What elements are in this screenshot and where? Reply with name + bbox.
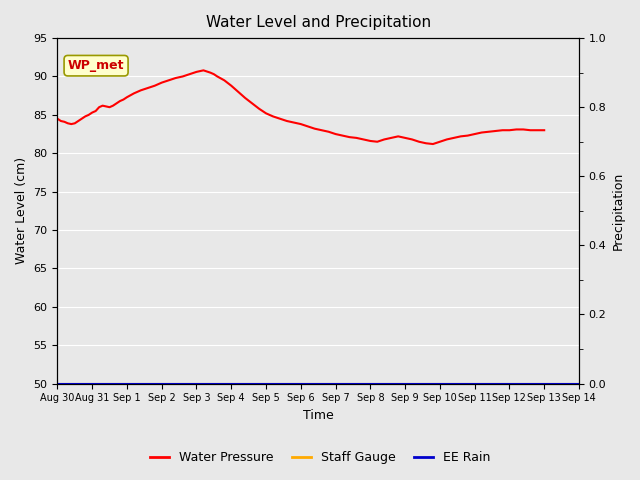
Y-axis label: Precipitation: Precipitation [612,172,625,250]
Y-axis label: Water Level (cm): Water Level (cm) [15,157,28,264]
X-axis label: Time: Time [303,409,333,422]
Legend: Water Pressure, Staff Gauge, EE Rain: Water Pressure, Staff Gauge, EE Rain [145,446,495,469]
Text: WP_met: WP_met [68,59,124,72]
Title: Water Level and Precipitation: Water Level and Precipitation [205,15,431,30]
